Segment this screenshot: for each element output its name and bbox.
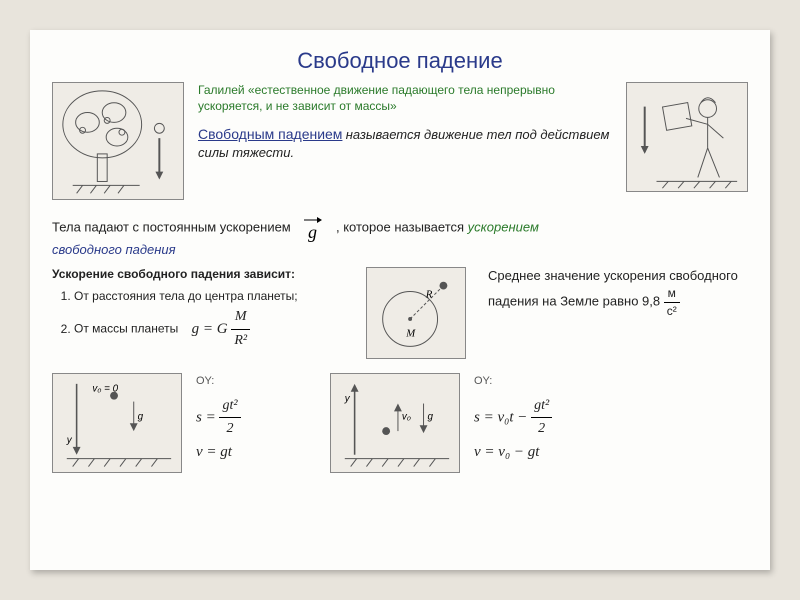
tree-illustration xyxy=(52,82,184,200)
acceleration-sentence: Тела падают с постоянным ускорением g , … xyxy=(52,214,748,257)
throw-v-formula: v = v₀ − gt xyxy=(474,440,748,464)
slide-page: Свободное падение xyxy=(30,30,770,570)
svg-text:g: g xyxy=(308,222,317,242)
intro-text: Галилей «естественное движение падающего… xyxy=(198,82,612,161)
depends-item-1: От расстояния тела до центра планеты; xyxy=(74,287,352,306)
accel-text-d: свободного падения xyxy=(52,242,176,257)
svg-text:M: M xyxy=(405,328,416,340)
page-title: Свободное падение xyxy=(52,48,748,74)
depends-column: Ускорение свободного падения зависит: От… xyxy=(52,267,352,352)
svg-text:v₀ = 0: v₀ = 0 xyxy=(92,384,118,395)
oy-label-2: OY: xyxy=(474,373,748,391)
depends-item-2: От массы планеты g = G M R² xyxy=(74,306,352,352)
definition-heading: Свободным падением xyxy=(198,126,342,142)
drop-v-formula: v = gt xyxy=(196,440,316,464)
svg-text:g: g xyxy=(427,411,433,422)
svg-text:v₀: v₀ xyxy=(402,411,411,422)
gravity-formula: g = G M R² xyxy=(192,321,250,337)
svg-text:R: R xyxy=(425,288,433,300)
drop-formulas: OY: s = gt² 2 v = gt xyxy=(196,373,316,464)
oy-label-1: OY: xyxy=(196,373,316,391)
depends-row: Ускорение свободного падения зависит: От… xyxy=(52,267,748,359)
accel-text-b: , которое называется xyxy=(336,219,464,234)
svg-text:y: y xyxy=(66,435,73,446)
depends-title: Ускорение свободного падения зависит: xyxy=(52,267,352,281)
throw-diagram: y v₀ g xyxy=(330,373,460,473)
accel-text-c: ускорением xyxy=(468,219,539,234)
average-g-text: Среднее значение ускорения свободного па… xyxy=(488,267,748,320)
svg-text:y: y xyxy=(344,394,351,405)
g-vector-symbol: g xyxy=(300,214,326,242)
planet-diagram-column: R M xyxy=(366,267,474,359)
drop-s-formula: s = gt² 2 xyxy=(196,395,316,441)
drop-diagram: y v₀ = 0 g xyxy=(52,373,182,473)
kinematics-row: y v₀ = 0 g OY: s = gt² 2 xyxy=(52,373,748,473)
planet-diagram: R M xyxy=(366,267,466,359)
throw-formulas: OY: s = v₀t − gt² 2 v = v₀ − gt xyxy=(474,373,748,464)
throw-s-formula: s = v₀t − gt² 2 xyxy=(474,395,748,441)
accel-text-a: Тела падают с постоянным ускорением xyxy=(52,219,291,234)
depends-list: От расстояния тела до центра планеты; От… xyxy=(74,287,352,352)
intro-row: Галилей «естественное движение падающего… xyxy=(52,82,748,200)
svg-text:g: g xyxy=(138,411,144,422)
boy-illustration xyxy=(626,82,748,192)
definition-block: Свободным падением называется движение т… xyxy=(198,126,612,161)
galileo-quote: Галилей «естественное движение падающего… xyxy=(198,82,612,114)
